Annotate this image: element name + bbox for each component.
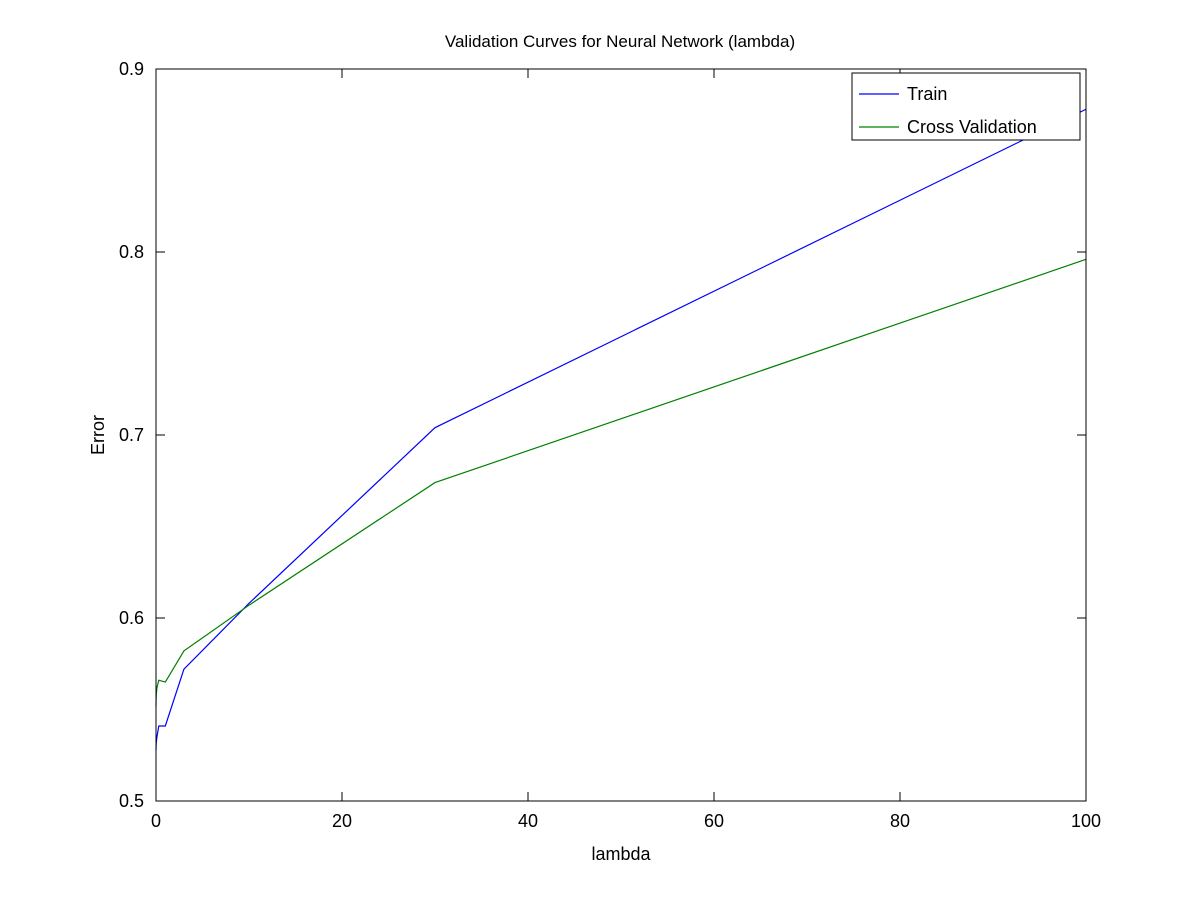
x-tick-label: 20 — [332, 811, 352, 831]
plot-frame — [155, 68, 1087, 802]
chart-title: Validation Curves for Neural Network (la… — [445, 32, 795, 51]
x-tick-label: 100 — [1071, 811, 1101, 831]
x-tick-label: 80 — [890, 811, 910, 831]
y-tick-label: 0.7 — [119, 425, 144, 445]
y-tick-label: 0.8 — [119, 242, 144, 262]
y-axis-label: Error — [88, 415, 108, 455]
x-tick-label: 60 — [704, 811, 724, 831]
legend-label-cross-validation: Cross Validation — [907, 117, 1037, 137]
y-tick-label: 0.5 — [119, 791, 144, 811]
x-tick-label: 40 — [518, 811, 538, 831]
legend-label-train: Train — [907, 84, 947, 104]
legend: Train Cross Validation — [851, 72, 1081, 141]
legend-box — [851, 72, 1081, 141]
y-tick-label: 0.9 — [119, 59, 144, 79]
plot-area — [156, 69, 1086, 801]
x-axis-label: lambda — [591, 844, 651, 864]
x-tick-label: 0 — [151, 811, 161, 831]
y-tick-label: 0.6 — [119, 608, 144, 628]
